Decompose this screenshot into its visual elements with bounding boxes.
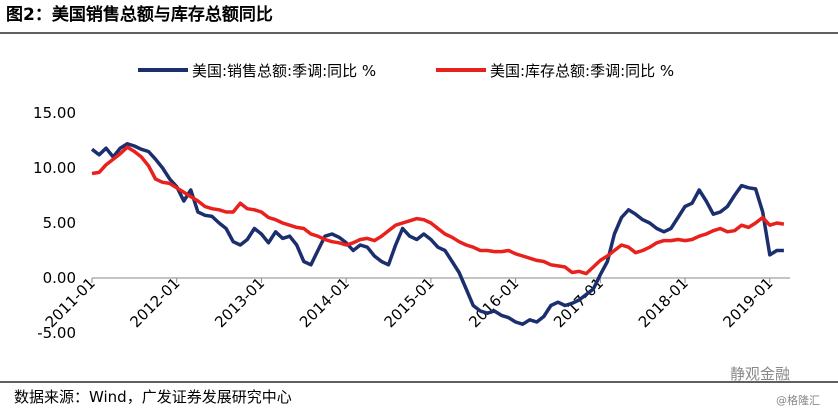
series-line (90, 142, 784, 326)
x-tick-label: 2014-01 (296, 274, 353, 331)
series-line (91, 145, 785, 276)
y-tick-label: 10.00 (33, 159, 76, 177)
x-tick-label: 2018-01 (635, 274, 692, 331)
x-tick-label: 2019-01 (720, 274, 777, 331)
y-tick-label: 15.00 (33, 104, 76, 122)
y-tick-label: -5.00 (37, 324, 76, 342)
chart-title: 图2：美国销售总额与库存总额同比 (6, 4, 273, 25)
legend-label: 美国:销售总额:季调:同比 % (192, 62, 376, 80)
y-tick-label: 0.00 (43, 269, 76, 287)
source-note: 数据来源：Wind，广发证券发展研究中心 (14, 388, 292, 406)
watermark: 静观金融 (730, 365, 790, 383)
x-tick-label: 2015-01 (381, 274, 438, 331)
legend-label: 美国:库存总额:季调:同比 % (490, 62, 674, 80)
x-tick-label: 2013-01 (211, 274, 268, 331)
y-tick-label: 5.00 (43, 214, 76, 232)
watermark-sub: @格隆汇 (776, 393, 820, 407)
x-tick-label: 2012-01 (126, 274, 183, 331)
